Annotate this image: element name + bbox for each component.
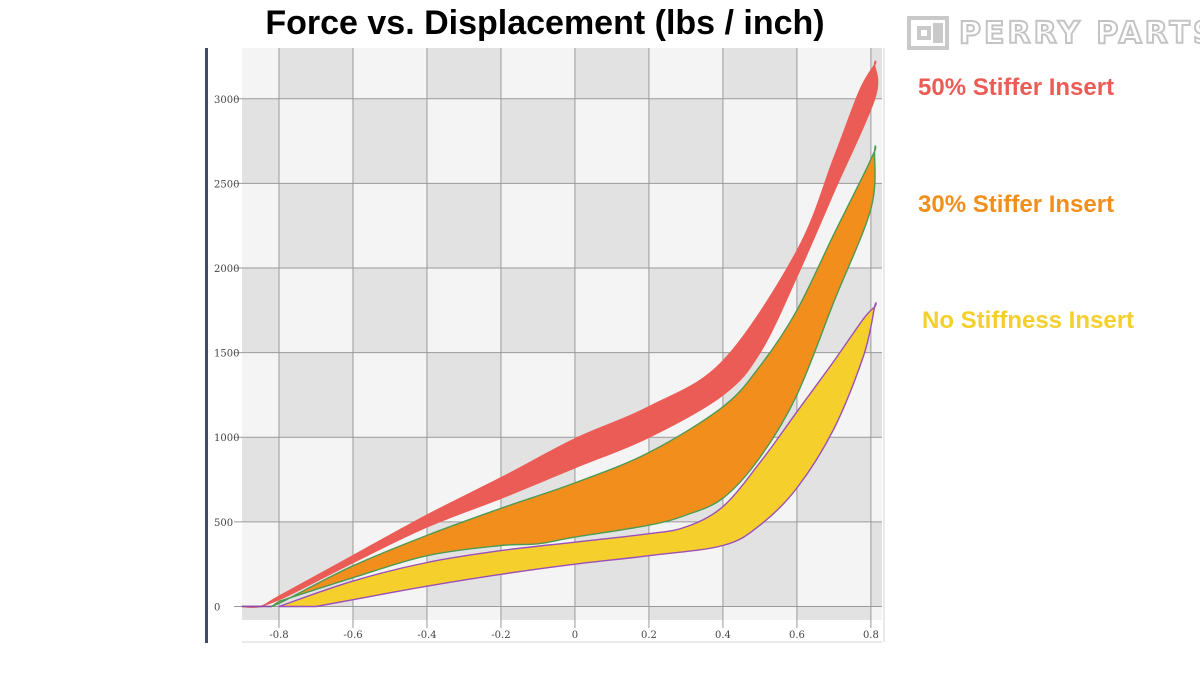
series-area-2 bbox=[278, 302, 877, 608]
legend-entry-30-stiffer: 30% Stiffer Insert bbox=[918, 191, 1115, 218]
x-tick-label: 0.4 bbox=[715, 630, 731, 641]
grid-cell bbox=[352, 606, 427, 620]
x-tick-label: 0.8 bbox=[863, 630, 879, 641]
grid-cell bbox=[352, 268, 427, 353]
grid-cell bbox=[500, 98, 575, 184]
x-tick-label: 0 bbox=[572, 630, 578, 641]
x-tick-label: -0.6 bbox=[343, 630, 362, 641]
grid-cell bbox=[352, 98, 427, 184]
grid-cell bbox=[648, 606, 723, 620]
y-axis-bar bbox=[205, 48, 208, 643]
grid-cell bbox=[500, 606, 575, 620]
grid-cell bbox=[278, 352, 353, 438]
grid-cell bbox=[426, 183, 501, 268]
x-tick-label: -0.8 bbox=[269, 630, 288, 641]
y-tick-label: 500 bbox=[214, 518, 233, 529]
grid-cell bbox=[278, 48, 353, 99]
y-tick-label: 2500 bbox=[214, 179, 239, 190]
legend-entry-no-stiffness: No Stiffness Insert bbox=[922, 307, 1135, 334]
tick-layer: -0.8 -0.6 -0.4 -0.2 0 0.2 0.4 0.6 0.8 0 500 1000 150… bbox=[214, 95, 879, 641]
brand-logo-icon bbox=[907, 16, 949, 50]
y-tick-label: 0 bbox=[214, 602, 220, 613]
grid-cell bbox=[796, 606, 871, 620]
y-tick-label: 1000 bbox=[214, 433, 239, 444]
brand-logo: PERRY PARTS bbox=[907, 14, 1200, 52]
grid-cell bbox=[426, 352, 501, 438]
grid-cell bbox=[574, 48, 649, 99]
legend-entry-50-stiffer: 50% Stiffer Insert bbox=[918, 74, 1115, 101]
grid-cell bbox=[722, 183, 797, 268]
series-area-1 bbox=[270, 145, 877, 608]
x-tick-label: 0.2 bbox=[641, 630, 657, 641]
series-area-layer bbox=[241, 60, 879, 608]
chart-title: Force vs. Displacement (lbs / inch) bbox=[265, 4, 825, 42]
grid-cell bbox=[648, 98, 723, 184]
x-tick-label: 0.6 bbox=[789, 630, 805, 641]
grid-cell bbox=[242, 98, 279, 184]
x-tick-label: -0.4 bbox=[417, 630, 436, 641]
x-tick-label: -0.2 bbox=[491, 630, 510, 641]
grid-cell bbox=[870, 521, 882, 607]
grid-cell bbox=[500, 268, 575, 353]
y-tick-label: 2000 bbox=[214, 264, 239, 275]
grid-cell bbox=[242, 606, 279, 620]
series-area-0 bbox=[241, 60, 879, 608]
grid-cell bbox=[242, 268, 279, 353]
grid-cell bbox=[278, 183, 353, 268]
grid-cell bbox=[242, 437, 279, 522]
brand-logo-text: PERRY PARTS bbox=[958, 15, 1200, 52]
grid-cell bbox=[426, 48, 501, 99]
grid-cell bbox=[870, 183, 882, 268]
grid-cell bbox=[352, 437, 427, 522]
y-tick-label: 3000 bbox=[214, 95, 239, 106]
grid-cell bbox=[574, 183, 649, 268]
grid-cell bbox=[870, 352, 882, 438]
y-tick-label: 1500 bbox=[214, 349, 239, 360]
grid-cell bbox=[648, 268, 723, 353]
grid-cell bbox=[722, 48, 797, 99]
